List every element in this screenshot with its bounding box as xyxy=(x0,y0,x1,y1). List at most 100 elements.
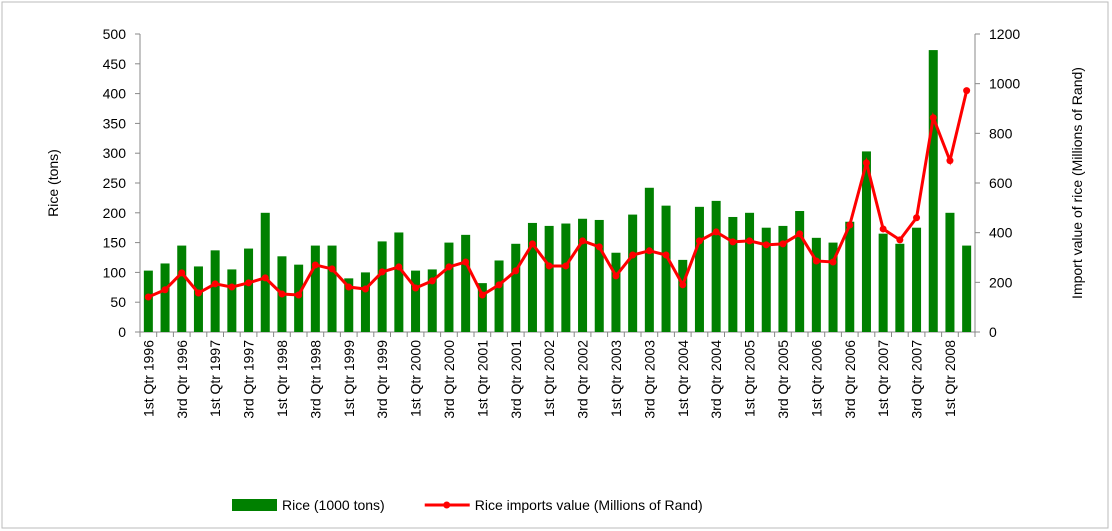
line-marker xyxy=(746,237,754,245)
legend-swatch xyxy=(443,501,451,509)
bar xyxy=(327,245,337,332)
line-marker xyxy=(345,283,353,291)
bar xyxy=(310,245,320,332)
bar xyxy=(711,200,721,332)
line-marker xyxy=(245,279,253,287)
bar xyxy=(210,250,220,332)
bar xyxy=(611,252,621,332)
y-tick-label: 0 xyxy=(118,324,126,340)
y2-tick-label: 1000 xyxy=(989,76,1020,92)
legend-label: Rice (1000 tons) xyxy=(282,497,385,513)
bar xyxy=(160,263,170,332)
line-marker xyxy=(929,114,937,122)
line-marker xyxy=(378,268,386,276)
line-marker xyxy=(395,263,403,271)
line-marker xyxy=(361,285,369,293)
bar xyxy=(244,248,254,332)
x-tick-label: 1st Qtr 1997 xyxy=(207,340,223,417)
bar xyxy=(928,50,938,332)
line-marker xyxy=(829,258,837,266)
line-marker xyxy=(295,291,303,299)
x-tick-label: 3rd Qtr 2001 xyxy=(508,340,524,419)
bar xyxy=(544,225,554,332)
bar xyxy=(377,241,387,332)
bar xyxy=(177,245,187,332)
y-tick-label: 200 xyxy=(103,205,127,221)
x-tick-label: 1st Qtr 2006 xyxy=(808,340,824,417)
line-marker xyxy=(712,228,720,236)
bar xyxy=(878,233,888,332)
line-marker xyxy=(779,240,787,248)
bar xyxy=(962,245,972,332)
line-marker xyxy=(896,236,904,244)
legend-swatch xyxy=(232,499,277,511)
y2-tick-label: 400 xyxy=(989,225,1013,241)
line-marker xyxy=(178,269,186,277)
x-tick-label: 3rd Qtr 2007 xyxy=(909,340,925,419)
legend-label: Rice imports value (Millions of Rand) xyxy=(475,497,703,513)
x-tick-label: 1st Qtr 2007 xyxy=(875,340,891,417)
line-marker xyxy=(228,283,236,291)
line-marker xyxy=(211,280,219,288)
line-marker xyxy=(445,263,453,271)
line-marker xyxy=(913,214,921,222)
x-tick-label: 3rd Qtr 1998 xyxy=(307,340,323,419)
line-marker xyxy=(311,261,319,269)
line-marker xyxy=(161,286,169,294)
bar xyxy=(895,243,905,332)
x-tick-label: 3rd Qtr 2000 xyxy=(441,340,457,419)
bar xyxy=(661,205,671,332)
line-marker xyxy=(462,258,470,266)
line-marker xyxy=(645,247,653,255)
bar xyxy=(628,214,638,332)
line-marker xyxy=(695,237,703,245)
line-marker xyxy=(812,257,820,265)
line-marker xyxy=(762,241,770,249)
line-marker xyxy=(879,225,887,233)
line-marker xyxy=(679,281,687,289)
x-tick-label: 1st Qtr 2002 xyxy=(541,340,557,417)
bar xyxy=(511,243,521,332)
line-marker xyxy=(729,238,737,246)
bar xyxy=(444,242,454,332)
y-tick-label: 150 xyxy=(103,235,127,251)
line-marker xyxy=(629,251,637,259)
bar xyxy=(461,234,471,332)
x-tick-label: 1st Qtr 2005 xyxy=(742,340,758,417)
bar xyxy=(644,187,654,332)
line-marker xyxy=(495,281,503,289)
x-tick-label: 1st Qtr 2008 xyxy=(942,340,958,417)
y-tick-label: 400 xyxy=(103,86,127,102)
x-tick-label: 1st Qtr 2000 xyxy=(408,340,424,417)
line-marker xyxy=(579,237,587,245)
bar xyxy=(694,206,704,332)
bar xyxy=(861,151,871,332)
y2-tick-label: 800 xyxy=(989,125,1013,141)
bar xyxy=(193,266,203,332)
x-tick-label: 3rd Qtr 1999 xyxy=(374,340,390,419)
line-marker xyxy=(412,284,420,292)
y-tick-label: 100 xyxy=(103,264,127,280)
line-marker xyxy=(562,262,570,270)
x-tick-label: 1st Qtr 1996 xyxy=(140,340,156,417)
bar xyxy=(561,223,571,332)
bar xyxy=(360,272,370,332)
x-tick-label: 3rd Qtr 1997 xyxy=(241,340,257,419)
line-marker xyxy=(278,290,286,298)
line-marker xyxy=(261,274,269,282)
bar xyxy=(143,270,153,332)
bar xyxy=(594,219,604,332)
line-marker xyxy=(796,230,804,238)
bar xyxy=(394,232,404,332)
y-tick-label: 500 xyxy=(103,26,127,42)
bar xyxy=(477,283,487,332)
bar xyxy=(795,211,805,332)
line-marker xyxy=(963,87,971,95)
bar xyxy=(678,259,688,332)
y-tick-label: 300 xyxy=(103,145,127,161)
line-marker xyxy=(862,159,870,167)
y-tick-label: 250 xyxy=(103,175,127,191)
y-tick-label: 50 xyxy=(110,294,126,310)
bar xyxy=(912,227,922,332)
